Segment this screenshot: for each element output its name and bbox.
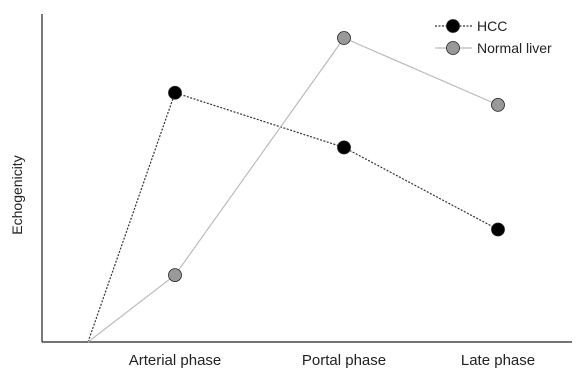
- series-points: [168, 31, 505, 283]
- legend: HCC Normal liver: [435, 18, 552, 56]
- legend-label-1: HCC: [477, 18, 507, 34]
- series-line-2: [87, 37, 499, 343]
- axes: [41, 14, 572, 343]
- y-axis-label: Echogenicity: [9, 155, 25, 234]
- series-lines: [87, 37, 499, 343]
- x-tick-label: Arterial phase: [129, 352, 222, 369]
- x-tick-label: Late phase: [461, 352, 535, 369]
- x-tick-label: Portal phase: [302, 352, 386, 369]
- x-tick-labels: Arterial phase Portal phase Late phase: [129, 352, 535, 369]
- legend-marker-1: [446, 19, 460, 33]
- data-point-series-2: [491, 97, 505, 112]
- data-point-series-1: [168, 85, 182, 100]
- data-point-series-2: [168, 268, 182, 283]
- data-point-series-1: [491, 222, 505, 237]
- legend-marker-2: [446, 41, 460, 55]
- series-line-1: [87, 91, 499, 343]
- legend-label-2: Normal liver: [477, 40, 552, 56]
- data-point-series-2: [337, 31, 351, 45]
- data-point-series-1: [337, 140, 351, 155]
